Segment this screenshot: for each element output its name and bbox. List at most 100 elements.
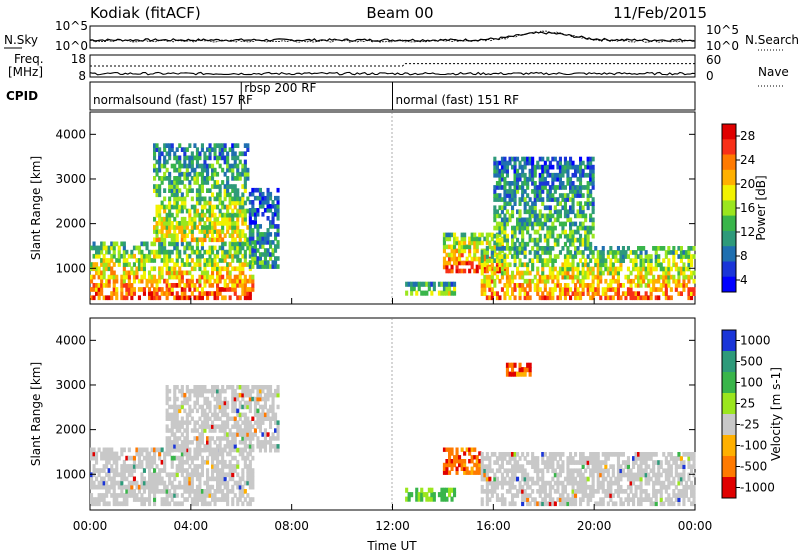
heatmap-cell bbox=[223, 472, 227, 478]
heatmap-cell bbox=[432, 496, 436, 502]
heatmap-cell bbox=[195, 155, 199, 161]
heatmap-cell bbox=[226, 385, 230, 390]
heatmap-cell bbox=[511, 254, 515, 259]
heatmap-cell bbox=[258, 412, 262, 418]
heatmap-cell bbox=[659, 460, 663, 465]
heatmap-cell bbox=[228, 464, 232, 469]
heatmap-cell bbox=[415, 290, 419, 296]
heatmap-cell bbox=[508, 181, 512, 186]
heatmap-cell bbox=[669, 266, 673, 272]
heatmap-cell bbox=[508, 262, 512, 268]
heatmap-cell bbox=[203, 155, 207, 161]
heatmap-cell bbox=[553, 472, 557, 478]
heatmap-cell bbox=[647, 497, 651, 502]
heatmap-cell bbox=[538, 217, 542, 223]
heatmap-cell bbox=[170, 493, 174, 498]
heatmap-cell bbox=[690, 262, 694, 268]
heatmap-cell bbox=[420, 492, 424, 498]
heatmap-cell bbox=[276, 224, 280, 229]
heatmap-cell bbox=[100, 262, 104, 267]
heatmap-cell bbox=[425, 281, 429, 287]
heatmap-cell bbox=[558, 168, 562, 174]
heatmap-cell bbox=[195, 440, 199, 445]
heatmap-cell bbox=[130, 253, 134, 259]
heatmap-cell bbox=[173, 155, 177, 161]
heatmap-cell bbox=[183, 147, 187, 152]
heatmap-cell bbox=[200, 489, 204, 494]
heatmap-cell bbox=[206, 249, 210, 255]
heatmap-cell bbox=[266, 195, 270, 201]
velocity-cells bbox=[90, 362, 696, 507]
heatmap-cell bbox=[261, 388, 265, 394]
heatmap-cell bbox=[231, 212, 235, 218]
heatmap-cell bbox=[674, 472, 678, 478]
heatmap-cell bbox=[193, 176, 197, 181]
heatmap-cell bbox=[445, 447, 449, 452]
heatmap-cell bbox=[574, 185, 578, 190]
heatmap-cell bbox=[95, 459, 99, 465]
heatmap-cell bbox=[100, 484, 104, 490]
heatmap-cell bbox=[246, 416, 250, 421]
heatmap-cell bbox=[256, 416, 260, 421]
heatmap-cell bbox=[183, 262, 187, 267]
heatmap-cell bbox=[639, 283, 643, 288]
heatmap-cell bbox=[528, 295, 532, 301]
heatmap-cell bbox=[523, 456, 527, 461]
heatmap-cell bbox=[218, 472, 222, 478]
colorbar-swatch bbox=[722, 393, 736, 415]
heatmap-cell bbox=[211, 212, 215, 218]
heatmap-cell bbox=[473, 462, 477, 468]
heatmap-cell bbox=[548, 452, 552, 457]
heatmap-cell bbox=[440, 487, 444, 493]
heatmap-cell bbox=[233, 464, 237, 469]
heatmap-cell bbox=[120, 472, 124, 478]
heatmap-cell bbox=[493, 283, 497, 288]
heatmap-cell bbox=[571, 472, 575, 478]
heatmap-cell bbox=[450, 281, 454, 287]
heatmap-cell bbox=[566, 291, 570, 296]
heatmap-cell bbox=[165, 424, 169, 429]
heatmap-cell bbox=[253, 432, 257, 437]
heatmap-cell bbox=[218, 428, 222, 433]
heatmap-cell bbox=[538, 254, 542, 259]
heatmap-cell bbox=[218, 188, 222, 193]
heatmap-cell bbox=[642, 262, 646, 268]
heatmap-cell bbox=[203, 278, 207, 284]
heatmap-cell bbox=[508, 460, 512, 465]
heatmap-cell bbox=[632, 480, 636, 486]
heatmap-cell bbox=[163, 241, 167, 247]
heatmap-cell bbox=[253, 252, 257, 257]
heatmap-cell bbox=[511, 480, 515, 486]
heatmap-cell bbox=[541, 197, 545, 202]
heatmap-cell bbox=[263, 432, 267, 437]
heatmap-cell bbox=[533, 456, 537, 461]
heatmap-cell bbox=[616, 291, 620, 296]
heatmap-cell bbox=[206, 171, 210, 177]
heatmap-cell bbox=[619, 295, 623, 301]
heatmap-cell bbox=[243, 291, 247, 296]
heatmap-cell bbox=[228, 416, 232, 421]
heatmap-cell bbox=[690, 480, 694, 486]
heatmap-cell bbox=[644, 468, 648, 474]
heatmap-cell bbox=[407, 281, 411, 287]
heatmap-cell bbox=[183, 484, 187, 490]
heatmap-cell bbox=[155, 147, 159, 152]
heatmap-cell bbox=[158, 212, 162, 218]
heatmap-cell bbox=[269, 420, 273, 425]
heatmap-cell bbox=[561, 460, 565, 465]
heatmap-cell bbox=[511, 493, 515, 498]
heatmap-cell bbox=[531, 266, 535, 272]
heatmap-cell bbox=[511, 225, 515, 231]
heatmap-cell bbox=[505, 371, 509, 377]
heatmap-cell bbox=[274, 416, 278, 421]
heatmap-cell bbox=[228, 287, 232, 292]
heatmap-cell bbox=[475, 470, 479, 475]
heatmap-cell bbox=[596, 472, 600, 478]
heatmap-cell bbox=[483, 283, 487, 288]
heatmap-cell bbox=[236, 208, 240, 214]
heatmap-cell bbox=[122, 464, 126, 469]
heatmap-cell bbox=[236, 225, 240, 230]
heatmap-cell bbox=[263, 404, 267, 410]
heatmap-cell bbox=[102, 266, 106, 272]
heatmap-cell bbox=[140, 253, 144, 259]
